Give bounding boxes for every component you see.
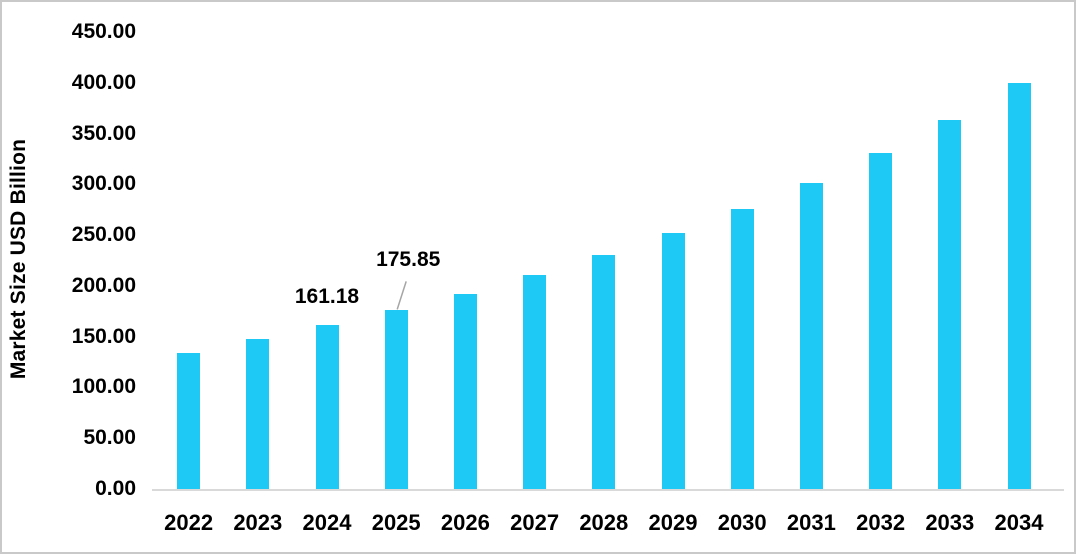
- x-axis-line: [152, 489, 1064, 491]
- y-tick-label: 150.00: [71, 324, 136, 348]
- x-axis-label: 2027: [510, 510, 560, 535]
- x-axis-label: 2026: [440, 510, 490, 535]
- y-tick-label: 250.00: [71, 223, 136, 247]
- y-tick-label: 200.00: [71, 273, 136, 297]
- bar-2028: [592, 254, 616, 489]
- y-tick-label: 350.00: [71, 121, 136, 145]
- x-axis-label: 2033: [925, 510, 975, 535]
- y-tick-label: 50.00: [83, 426, 136, 450]
- bar-2027: [523, 275, 547, 489]
- x-axis-label: 2029: [648, 510, 698, 535]
- x-axis-label: 2022: [164, 510, 214, 535]
- x-axis-label: 2030: [717, 510, 767, 535]
- bar-2033: [938, 119, 962, 489]
- data-label-2024: 161.18: [294, 285, 360, 309]
- bar-2022: [177, 352, 201, 489]
- x-axis-label: 2034: [994, 510, 1044, 535]
- bar-2032: [869, 152, 893, 489]
- bar-2029: [661, 233, 685, 489]
- data-label-2025: 175.85: [376, 248, 441, 272]
- bar-2026: [453, 294, 477, 489]
- y-tick-label: 300.00: [71, 172, 136, 196]
- x-axis-label: 2028: [579, 510, 629, 535]
- bar-2024: [315, 325, 339, 489]
- bar-2031: [799, 183, 823, 489]
- y-tick-label: 100.00: [71, 375, 136, 399]
- bar-2034: [1007, 83, 1031, 489]
- y-tick-label: 450.00: [71, 20, 136, 43]
- x-axis-label: 2025: [371, 510, 421, 535]
- bar-2025: [384, 310, 408, 489]
- x-axis-label: 2031: [786, 510, 836, 535]
- x-axis-label: 2024: [302, 510, 352, 535]
- bar-2023: [246, 339, 270, 489]
- x-axis-label: 2032: [856, 510, 906, 535]
- leader-line: [396, 281, 407, 310]
- y-tick-label: 0.00: [95, 477, 136, 500]
- bar-2030: [730, 209, 754, 489]
- x-axis-label: 2023: [233, 510, 283, 535]
- y-tick-label: 400.00: [71, 70, 136, 94]
